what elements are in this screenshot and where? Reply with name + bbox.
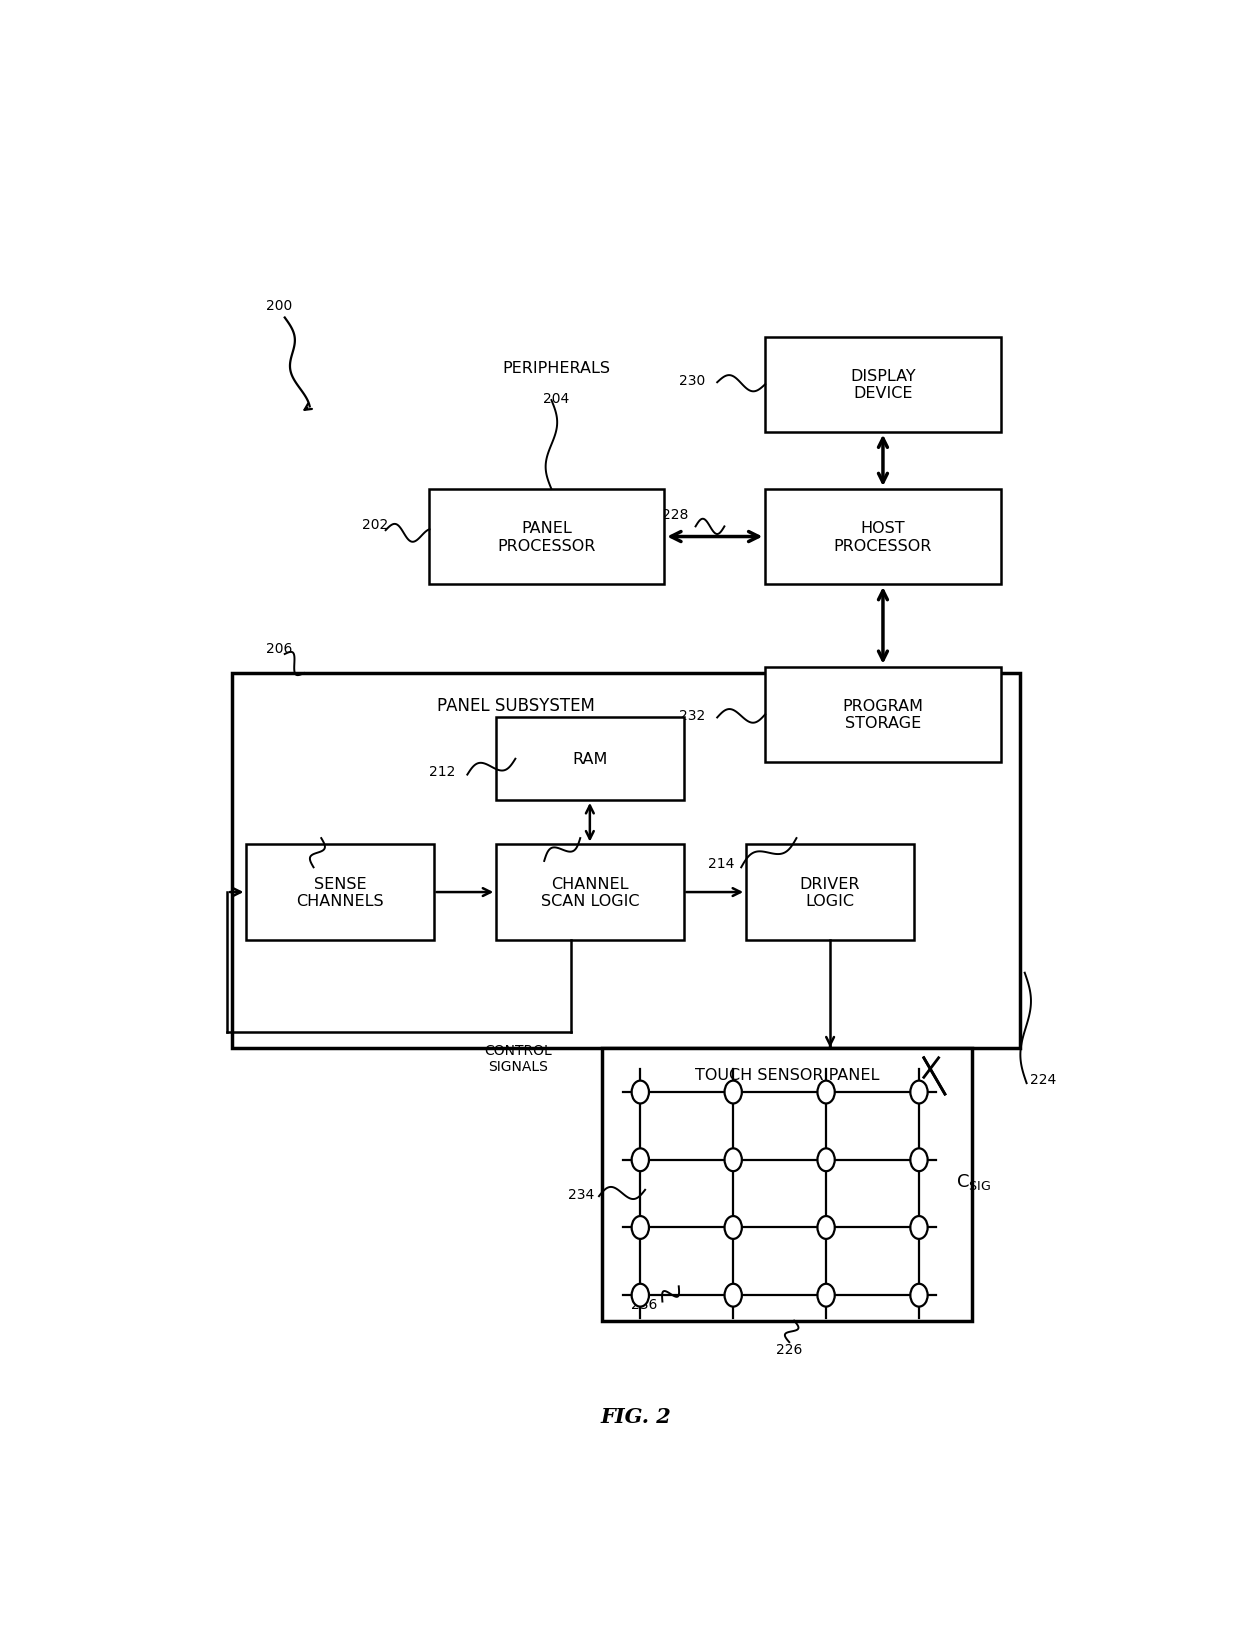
Text: PROGRAM
STORAGE: PROGRAM STORAGE	[842, 699, 924, 732]
FancyBboxPatch shape	[496, 719, 683, 801]
Text: PANEL
PROCESSOR: PANEL PROCESSOR	[497, 521, 595, 554]
FancyBboxPatch shape	[601, 1048, 972, 1320]
Text: FIG. 2: FIG. 2	[600, 1406, 671, 1426]
Text: 234: 234	[568, 1187, 594, 1201]
Text: DRIVER
LOGIC: DRIVER LOGIC	[800, 877, 861, 908]
Text: 224: 224	[1029, 1073, 1055, 1086]
Circle shape	[631, 1216, 649, 1239]
Text: 202: 202	[362, 517, 388, 532]
Text: C$_{\mathregular{SIG}}$: C$_{\mathregular{SIG}}$	[956, 1172, 991, 1192]
Circle shape	[724, 1081, 742, 1104]
FancyBboxPatch shape	[765, 489, 1001, 585]
Circle shape	[817, 1081, 835, 1104]
Text: 212: 212	[429, 765, 455, 778]
FancyBboxPatch shape	[429, 489, 665, 585]
Text: 204: 204	[543, 392, 569, 405]
Circle shape	[910, 1284, 928, 1307]
FancyBboxPatch shape	[765, 338, 1001, 432]
Circle shape	[631, 1081, 649, 1104]
Circle shape	[910, 1216, 928, 1239]
Text: DISPLAY
DEVICE: DISPLAY DEVICE	[851, 369, 916, 400]
Text: TOUCH SENSOR PANEL: TOUCH SENSOR PANEL	[694, 1066, 879, 1083]
Circle shape	[631, 1149, 649, 1172]
FancyBboxPatch shape	[746, 845, 914, 939]
Circle shape	[724, 1149, 742, 1172]
Circle shape	[724, 1216, 742, 1239]
Text: 210: 210	[516, 854, 542, 867]
Text: 228: 228	[662, 508, 688, 521]
Circle shape	[910, 1149, 928, 1172]
Text: 232: 232	[678, 709, 706, 722]
Text: 200: 200	[265, 298, 291, 313]
Text: HOST
PROCESSOR: HOST PROCESSOR	[833, 521, 932, 554]
Text: PANEL SUBSYSTEM: PANEL SUBSYSTEM	[436, 697, 594, 715]
Text: CHANNEL
SCAN LOGIC: CHANNEL SCAN LOGIC	[541, 877, 639, 908]
Text: SENSE
CHANNELS: SENSE CHANNELS	[296, 877, 384, 908]
Text: RAM: RAM	[572, 751, 608, 766]
Text: PERIPHERALS: PERIPHERALS	[502, 361, 610, 376]
Circle shape	[817, 1216, 835, 1239]
Text: 236: 236	[631, 1297, 657, 1312]
Circle shape	[817, 1149, 835, 1172]
Text: 226: 226	[776, 1341, 802, 1356]
Circle shape	[817, 1284, 835, 1307]
Text: 214: 214	[708, 857, 734, 870]
FancyBboxPatch shape	[496, 845, 683, 939]
Text: 230: 230	[678, 374, 706, 387]
FancyBboxPatch shape	[232, 674, 1019, 1048]
Text: CONTROL
SIGNALS: CONTROL SIGNALS	[484, 1043, 552, 1073]
Circle shape	[631, 1284, 649, 1307]
Text: 206: 206	[265, 641, 291, 656]
FancyBboxPatch shape	[247, 845, 434, 939]
Circle shape	[910, 1081, 928, 1104]
Text: 208: 208	[285, 857, 311, 870]
Circle shape	[724, 1284, 742, 1307]
FancyBboxPatch shape	[765, 667, 1001, 763]
